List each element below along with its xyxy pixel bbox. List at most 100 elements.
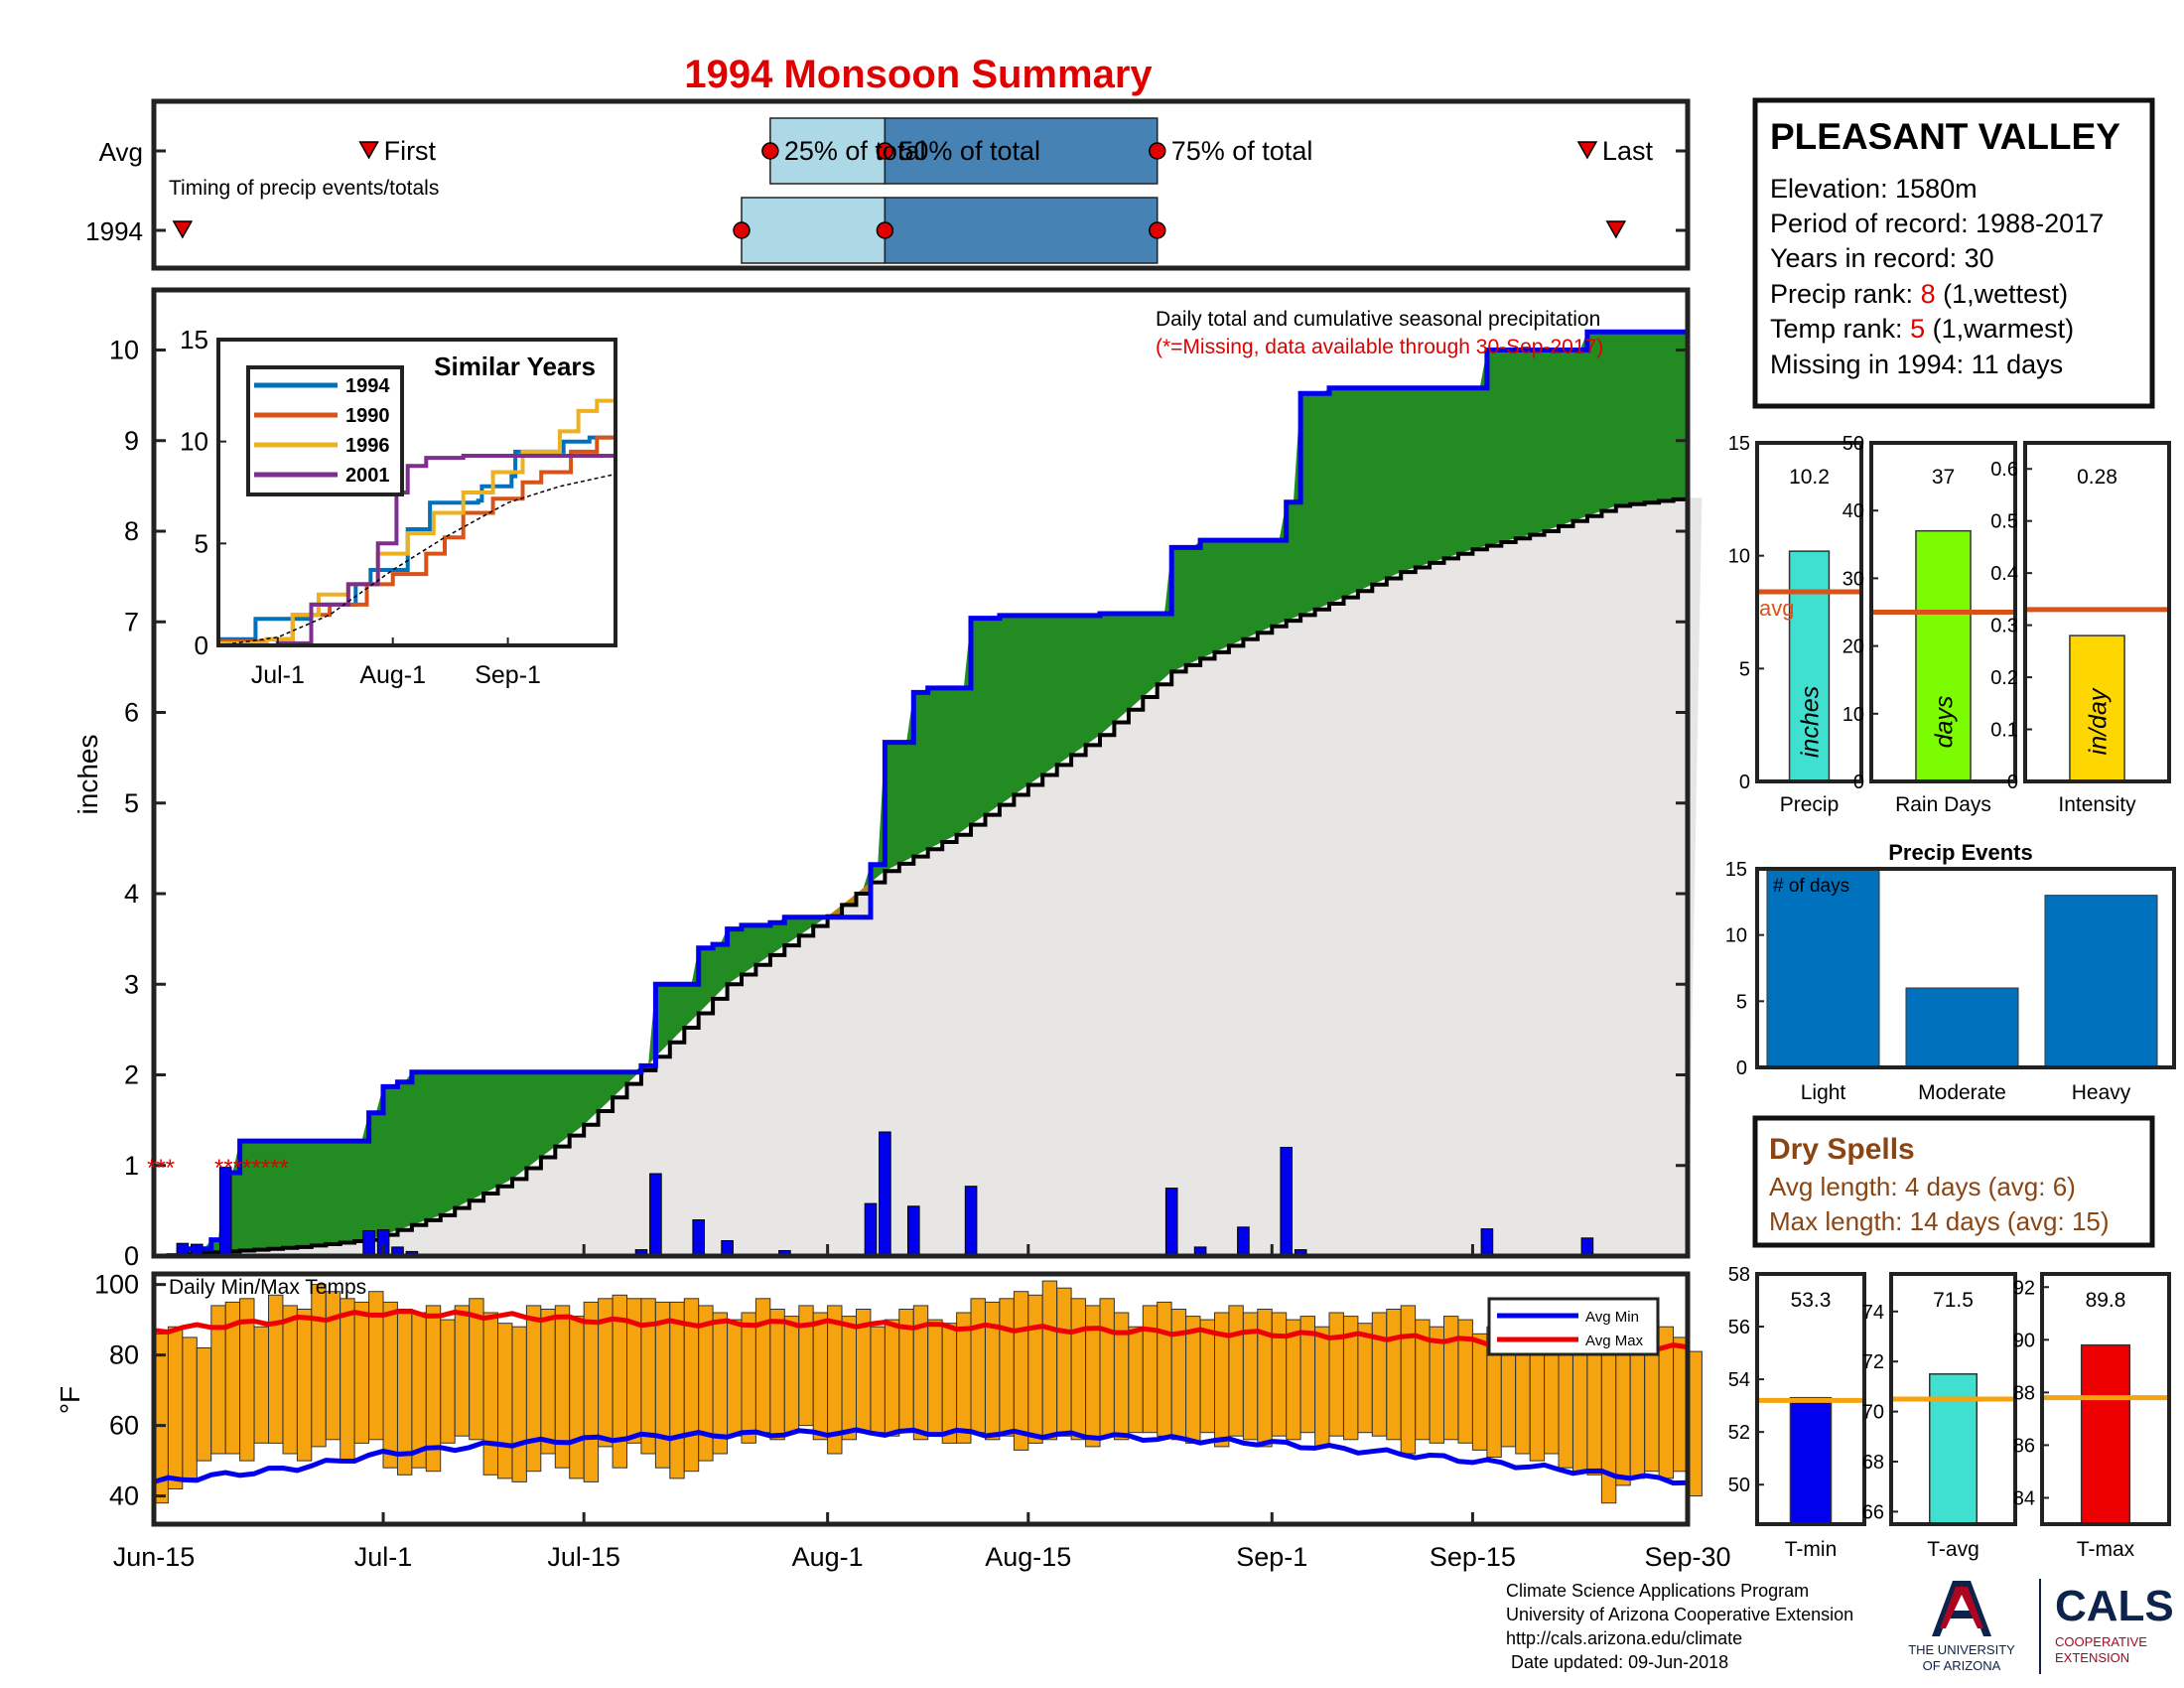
dry-spells-title: Dry Spells — [1769, 1133, 1915, 1166]
stat-panel-xlabel: Intensity — [2058, 793, 2136, 816]
date-x-tick-label: Aug-15 — [985, 1542, 1071, 1572]
temp-panel-value: 89.8 — [2086, 1289, 2126, 1312]
daily-temp-range-bar — [1056, 1287, 1072, 1437]
stat-panel-frame — [1755, 441, 1863, 783]
temp-panel-y-tick-label: 54 — [1728, 1369, 1750, 1391]
inset-legend: 1994 1990 1996 2001 — [246, 365, 404, 496]
precip-y-label: inches — [72, 735, 103, 815]
temp-panel-bar — [2080, 1343, 2131, 1525]
temp-panel-y-tick-label: 68 — [1862, 1452, 1884, 1474]
stat-panel-unit: inches — [1797, 686, 1825, 758]
daily-temp-range-bar — [754, 1298, 771, 1434]
precip-y-tick-label: 8 — [124, 516, 139, 546]
inset-title: Similar Years — [434, 352, 596, 381]
timing-row-label-avg: Avg — [99, 137, 143, 167]
ua-logo-text-2: OF ARIZONA — [1923, 1658, 2001, 1673]
stat-panel-y-tick-label: 15 — [1728, 433, 1750, 455]
timing-percentile-marker — [876, 142, 894, 160]
timing-first-last-marker — [1605, 220, 1627, 239]
footer-line-1: Climate Science Applications Program — [1506, 1581, 1809, 1601]
event-bar — [1766, 868, 1880, 1068]
daily-temp-range-bar — [783, 1316, 800, 1434]
event-x-label: Moderate — [1918, 1081, 2006, 1104]
daily-precip-bar — [1237, 1226, 1250, 1257]
cals-logo: CALS COOPERATIVE EXTENSION — [2055, 1582, 2174, 1665]
cals-sub-2: EXTENSION — [2055, 1650, 2129, 1665]
inset-y-tick-label: 10 — [180, 427, 208, 457]
daily-temp-range-bar — [482, 1312, 499, 1476]
precip-y-tick-label: 6 — [124, 698, 139, 728]
date-x-tick-label: Aug-1 — [792, 1542, 864, 1572]
temp-panel-y-tick-label: 70 — [1862, 1402, 1884, 1424]
timing-percentile-marker — [1148, 221, 1166, 239]
daily-temp-range-bar — [1471, 1333, 1488, 1451]
daily-temp-range-bar — [253, 1326, 270, 1444]
temp-panel-y-tick-label: 84 — [2013, 1487, 2035, 1509]
temp-y-axis: 40 60 80 100 — [94, 1270, 166, 1511]
timing-panel: Avg 1994 Timing of precip events/totals … — [85, 98, 1691, 271]
inset-x-tick-label: Jul-1 — [251, 661, 305, 689]
precip-y-tick-label: 7 — [124, 607, 139, 636]
daily-temp-range-bar — [382, 1301, 398, 1469]
avg-min-temp-line — [153, 1427, 1689, 1486]
daily-temp-range-bar — [1070, 1298, 1086, 1441]
stat-panel-avg-label: avg — [1759, 596, 1794, 621]
stat-panel-value: 37 — [1932, 466, 1955, 489]
daily-temp-range-bar — [196, 1347, 212, 1462]
stat-panel-y-tick-label: 0.4 — [1990, 563, 2018, 585]
temp-panel-y-tick-label: 90 — [2013, 1330, 2035, 1351]
precip-y-tick-label: 4 — [124, 879, 139, 909]
footer: Climate Science Applications Program Uni… — [1506, 1579, 2174, 1674]
daily-temp-range-bar — [1400, 1305, 1417, 1455]
inset-x-tick-label: Aug-1 — [359, 661, 426, 689]
daily-temp-range-bar — [268, 1294, 284, 1444]
daily-temp-range-bar — [1386, 1309, 1402, 1441]
station-years: Years in record: 30 — [1770, 243, 1994, 273]
stat-panel-y-tick-label: 0 — [1739, 772, 1750, 793]
stat-panel-xlabel: Precip — [1780, 793, 1840, 816]
daily-temp-range-bar — [497, 1323, 513, 1479]
cals-sub-1: COOPERATIVE — [2055, 1634, 2147, 1649]
stat-panel-frame — [1869, 441, 2017, 783]
timing-percentile-marker — [733, 221, 751, 239]
above-average-fill — [154, 332, 1688, 1256]
daily-temp-range-bar — [569, 1316, 585, 1479]
daily-temp-range-bar — [1357, 1323, 1373, 1434]
daily-temp-range-bar — [1271, 1312, 1288, 1437]
temp-plot-area — [153, 1280, 1703, 1504]
dry-spells-box: Dry Spells Avg length: 4 days (avg: 6) M… — [1752, 1115, 2155, 1248]
temp-panel-frame — [1889, 1272, 2017, 1526]
stat-panel-unit: in/day — [2085, 687, 2113, 755]
events-title: Precip Events — [1888, 840, 2033, 865]
footer-line-4: Date updated: 09-Jun-2018 — [1506, 1652, 1728, 1672]
ua-logo: THE UNIVERSITY OF ARIZONA — [1908, 1581, 2015, 1673]
inset-y-tick-label: 5 — [195, 528, 208, 558]
temp-y-label: °F — [55, 1386, 85, 1414]
cumulative-1994-line — [154, 329, 1688, 1259]
daily-precip-bar — [1164, 1188, 1178, 1257]
temp-panel-frame — [2040, 1272, 2171, 1526]
timing-box-25-50 — [741, 197, 887, 264]
event-y-tick-label: 0 — [1736, 1057, 1747, 1079]
timing-25-label: 25% of total — [784, 136, 926, 166]
daily-temp-range-bar — [540, 1309, 556, 1455]
precip-plot-area — [154, 329, 1703, 1259]
timing-first-last-marker — [172, 220, 194, 239]
daily-temp-range-bar — [1371, 1312, 1388, 1437]
daily-precip-bar — [907, 1205, 920, 1257]
precip-y-tick-label: 3 — [124, 969, 139, 999]
temp-chart: 40 60 80 100 °F Daily Min/Max Temps Avg Min… — [55, 1244, 1731, 1572]
daily-precip-bar — [692, 1219, 706, 1257]
daily-temp-range-bar — [769, 1309, 785, 1441]
inset-legend-label: 2001 — [345, 465, 390, 487]
temp-panel-y-tick-label: 56 — [1728, 1317, 1750, 1338]
temp-panel-y-tick-label: 86 — [2013, 1435, 2035, 1457]
stat-panel-y-tick-label: 0.1 — [1990, 720, 2018, 742]
date-x-axis: Jun-15 Jul-1 Jul-15 Aug-1 Aug-15 Sep-1 Sep-15 S… — [113, 1244, 1731, 1572]
date-x-tick-label: Jun-15 — [113, 1542, 196, 1572]
date-x-tick-label: Sep-15 — [1430, 1542, 1516, 1572]
temp-panel-xlabel: T-min — [1785, 1538, 1838, 1561]
date-x-tick-label: Jul-15 — [547, 1542, 620, 1572]
stat-panel-y-tick-label: 0 — [2007, 772, 2018, 793]
daily-temp-range-bar — [511, 1326, 527, 1482]
